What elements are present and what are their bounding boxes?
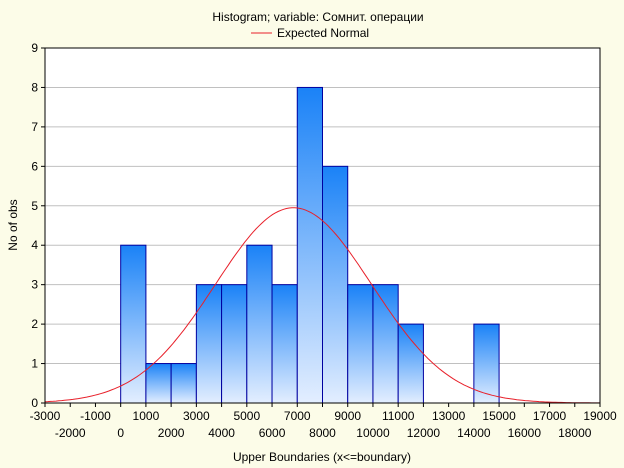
x-tick-label: 15000 <box>482 409 516 423</box>
y-tick-label: 8 <box>31 80 38 94</box>
y-axis-label: No of obs <box>6 199 20 250</box>
y-tick-label: 6 <box>31 159 38 173</box>
chart-title: Histogram; variable: Сомнит. операции <box>212 10 423 24</box>
histogram-bar <box>296 86 324 404</box>
x-tick-label: 12000 <box>407 426 441 440</box>
y-tick-label: 4 <box>31 238 38 252</box>
x-tick-label: 8000 <box>309 426 336 440</box>
y-tick-label: 7 <box>31 120 38 134</box>
histogram-bar <box>397 323 424 404</box>
x-tick-label: 5000 <box>233 409 260 423</box>
x-tick-label: 19000 <box>583 409 617 423</box>
y-tick-label: 0 <box>31 396 38 410</box>
histogram-bar <box>221 284 248 404</box>
x-tick-label: 3000 <box>183 409 210 423</box>
histogram-bar <box>145 363 172 404</box>
x-tick-label: 2000 <box>158 426 185 440</box>
y-tick-label: 9 <box>31 41 38 55</box>
histogram-bar <box>271 284 298 404</box>
y-tick-label: 1 <box>31 357 38 371</box>
x-tick-label: -3000 <box>30 409 61 423</box>
x-axis-label: Upper Boundaries (x<=boundary) <box>233 450 411 464</box>
histogram-bar <box>322 165 349 404</box>
x-tick-label: 9000 <box>334 409 361 423</box>
y-tick-label: 2 <box>31 317 38 331</box>
x-tick-label: 7000 <box>284 409 311 423</box>
x-tick-label: -1000 <box>80 409 111 423</box>
x-tick-label: 1000 <box>133 409 160 423</box>
x-tick-label: 0 <box>117 426 124 440</box>
histogram-bar <box>120 244 147 404</box>
expected-normal-curve <box>44 207 600 404</box>
histogram-bar <box>195 284 223 404</box>
x-tick-label: 18000 <box>558 426 592 440</box>
y-tick-label: 3 <box>31 278 38 292</box>
x-tick-label: 4000 <box>208 426 235 440</box>
legend-label: Expected Normal <box>277 26 369 40</box>
histogram-bar <box>170 363 197 404</box>
histogram-bar <box>347 284 374 404</box>
x-tick-label: 16000 <box>508 426 542 440</box>
x-tick-label: 10000 <box>356 426 390 440</box>
histogram-bar <box>473 323 500 404</box>
x-tick-label: 6000 <box>259 426 286 440</box>
histogram-bar <box>372 284 399 404</box>
x-tick-label: 14000 <box>457 426 491 440</box>
x-tick-label: 13000 <box>432 409 466 423</box>
histogram-bar <box>246 244 273 404</box>
x-tick-label: -2000 <box>55 426 86 440</box>
x-tick-label: 11000 <box>382 409 415 423</box>
x-tick-label: 17000 <box>533 409 567 423</box>
y-tick-label: 5 <box>31 199 38 213</box>
